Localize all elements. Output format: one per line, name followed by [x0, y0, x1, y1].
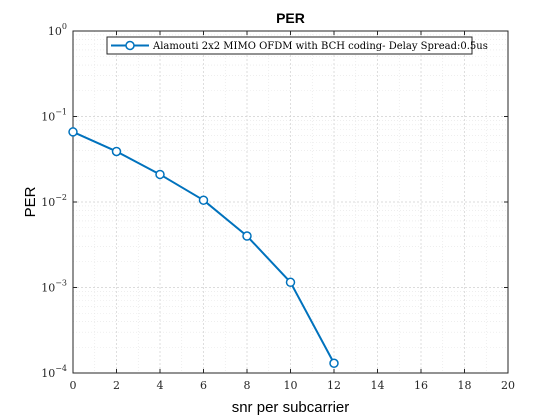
y-tick-label: 10−3 — [41, 279, 67, 295]
data-point — [111, 146, 122, 157]
x-tick-label: 18 — [458, 379, 472, 392]
tick-labels: 0 2 4 6 8 10 12 14 16 18 20 10−4 10−3 10−2 10−1 100 — [41, 22, 515, 392]
x-tick-label: 20 — [501, 379, 515, 392]
x-tick-label: 12 — [327, 379, 341, 392]
x-tick-label: 14 — [371, 379, 385, 392]
data-point — [198, 195, 209, 205]
y-tick-label: 10−2 — [41, 193, 67, 209]
data-point — [68, 127, 78, 137]
data-point — [242, 231, 252, 241]
y-tick-label: 10−1 — [41, 108, 67, 124]
data-point — [329, 358, 339, 369]
y-tick-label: 10−4 — [41, 364, 67, 380]
y-axis-label: PER — [22, 186, 39, 217]
x-tick-label: 6 — [200, 379, 207, 392]
x-tick-label: 2 — [113, 379, 120, 392]
axes — [72, 30, 509, 374]
legend-box — [106, 36, 473, 55]
data-point — [285, 277, 296, 288]
legend: Alamouti 2x2 MIMO OFDM with BCH coding- … — [106, 36, 488, 55]
x-tick-label: 8 — [244, 379, 251, 392]
legend-marker-sample — [125, 40, 135, 51]
x-tick-label: 10 — [284, 379, 298, 392]
data-point — [155, 169, 165, 180]
y-tick-label: 100 — [48, 22, 67, 38]
x-axis-label: snr per subcarrier — [232, 399, 350, 416]
chart-title: PER — [276, 10, 305, 26]
x-tick-label: 16 — [414, 379, 428, 392]
x-tick-label: 0 — [70, 379, 77, 392]
legend-series-name: Alamouti 2x2 MIMO OFDM with BCH coding- … — [152, 41, 488, 52]
x-tick-label: 4 — [157, 379, 164, 392]
series-layer — [68, 127, 339, 369]
